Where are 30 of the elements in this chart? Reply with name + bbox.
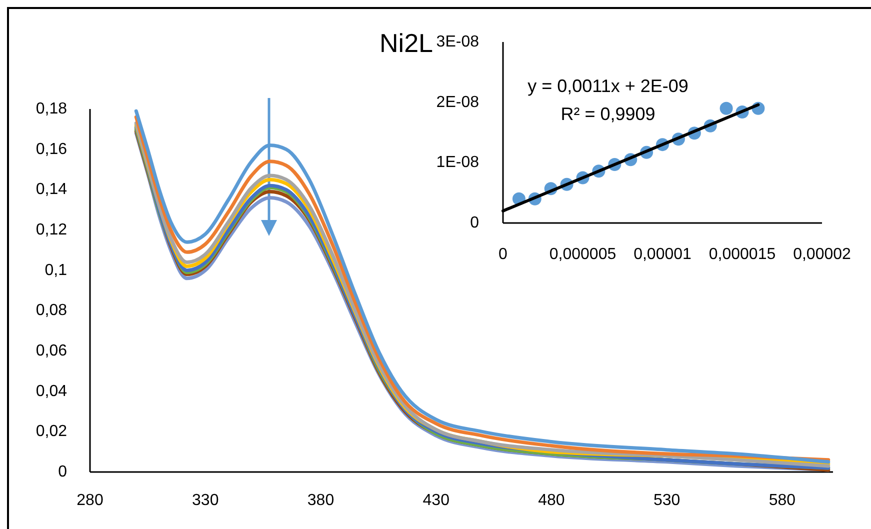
y-tick-label: 0,14: [36, 181, 68, 198]
y-tick-label: 0,04: [36, 382, 68, 400]
chart-title: Ni2L: [380, 28, 433, 58]
y-tick-label: 0: [470, 214, 480, 232]
x-tick-label: 280: [76, 492, 104, 509]
y-tick-label: 3E-08: [436, 34, 480, 50]
x-tick-label: 530: [654, 492, 680, 509]
y-tick-label: 0,06: [36, 342, 68, 360]
y-tick-label: 0: [58, 464, 68, 480]
y-tick-label: 0,1: [44, 262, 68, 279]
x-tick-label: 0,000005: [549, 246, 616, 263]
x-tick-label: 580: [768, 492, 796, 509]
y-tick-label: 0,12: [36, 222, 68, 238]
x-tick-label: 0,000015: [708, 246, 776, 263]
x-tick-label: 380: [307, 492, 334, 509]
x-tick-label: 0,00001: [634, 246, 692, 263]
x-tick-label: 0: [498, 246, 508, 263]
x-tick-label: 430: [422, 492, 450, 509]
annotation: R² = 0,9909: [560, 104, 656, 124]
x-tick-label: 330: [192, 492, 219, 509]
y-tick-label: 0,16: [36, 140, 68, 158]
y-tick-label: 0,08: [36, 302, 68, 320]
annotation: y = 0,0011x + 2E-09: [528, 76, 688, 96]
x-tick-label: 480: [538, 492, 565, 509]
y-tick-label: 0,18: [36, 100, 68, 118]
y-tick-label: 1E-08: [436, 154, 480, 172]
point: [720, 102, 733, 115]
y-tick-label: 2E-08: [436, 94, 480, 111]
x-tick-label: 0,00002: [793, 246, 852, 263]
y-tick-label: 0,02: [36, 423, 68, 440]
